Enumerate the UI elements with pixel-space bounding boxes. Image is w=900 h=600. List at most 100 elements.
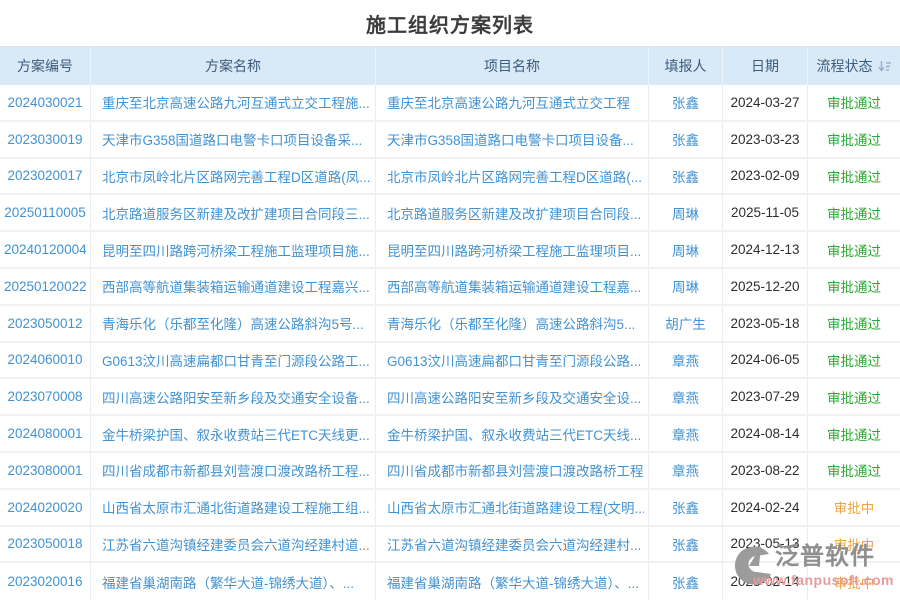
date-cell: 2024-02-24 [723,489,808,525]
date-cell: 2025-12-20 [723,268,808,304]
reporter-link[interactable]: 胡广生 [665,317,706,333]
project-name-link[interactable]: 昆明至四川路跨河桥梁工程施工监理项目... [387,243,642,259]
plan-code-link[interactable]: 2023050018 [7,536,83,552]
plan-code-link[interactable]: 2023070008 [7,389,83,405]
project-name-link[interactable]: G0613汶川高速扁都口甘青至门源段公路... [387,353,642,369]
table-row: 20250120022 西部高等航道集装箱运输通道建设工程嘉兴... 西部高等航… [0,268,900,306]
table-row: 20240120004 昆明至四川路跨河桥梁工程施工监理项目施... 昆明至四川… [0,232,900,269]
reporter-link[interactable]: 周琳 [672,280,699,296]
plan-name-link[interactable]: 金牛桥梁护国、叙永收费站三代ETC天线更... [102,427,370,443]
reporter-link[interactable]: 章燕 [672,427,699,443]
plan-name-link[interactable]: 四川高速公路阳安至新乡段及交通安全设备... [102,390,370,406]
plan-code-link[interactable]: 2023020016 [7,574,83,590]
project-name-link[interactable]: 北京路道服务区新建及改扩建项目合同段... [387,206,642,222]
table-row: 2023020016 福建省巢湖南路（繁华大道-锦绣大道）、... 福建省巢湖南… [0,563,900,600]
date-cell: 2023-02-14 [723,563,808,600]
status-badge: 审批通过 [827,96,881,112]
date-cell: 2024-08-14 [723,416,808,451]
status-badge: 审批通过 [827,427,881,443]
column-header-status-label: 流程状态 [816,58,873,74]
plan-name-link[interactable]: 山西省太原市汇通北街道路建设工程施工组... [102,501,370,517]
date-cell: 2023-02-09 [723,158,808,194]
column-header-project: 项目名称 [376,47,649,85]
plan-code-link[interactable]: 2024030021 [7,94,83,110]
project-name-link[interactable]: 山西省太原市汇通北街道路建设工程(文明... [387,501,644,517]
status-badge: 审批中 [833,575,875,591]
plan-name-link[interactable]: 重庆至北京高速公路九河互通式立交工程施... [102,96,370,112]
date-cell: 2023-03-23 [723,121,808,157]
project-name-link[interactable]: 江苏省六道沟镇经建委员会六道沟经建村... [387,537,642,553]
column-header-reporter: 填报人 [649,47,723,85]
table-row: 2024020020 山西省太原市汇通北街道路建设工程施工组... 山西省太原市… [0,489,900,527]
status-badge: 审批通过 [827,280,881,296]
date-cell: 2024-12-13 [723,232,808,267]
project-name-link[interactable]: 四川省成都市新都县刘营渡口渡改路桥工程 [387,464,644,480]
plan-code-link[interactable]: 2024060010 [7,352,83,368]
reporter-link[interactable]: 张鑫 [672,537,699,553]
date-cell: 2025-11-05 [723,195,808,231]
table-row: 2023070008 四川高速公路阳安至新乡段及交通安全设备... 四川高速公路… [0,379,900,417]
column-header-date: 日期 [723,47,808,85]
status-badge: 审批通过 [827,353,881,369]
project-name-link[interactable]: 金牛桥梁护国、叙永收费站三代ETC天线... [387,427,642,443]
plan-name-link[interactable]: 天津市G358国道路口电警卡口项目设备采... [102,133,363,149]
plan-code-link[interactable]: 2024080001 [7,426,83,442]
page-title: 施工组织方案列表 [366,14,534,37]
reporter-link[interactable]: 周琳 [672,206,699,222]
project-name-link[interactable]: 青海乐化（乐都至化隆）高速公路斜沟5... [387,317,636,333]
table-row: 2023050018 江苏省六道沟镇经建委员会六道沟经建村道... 江苏省六道沟… [0,526,900,564]
plan-name-link[interactable]: 青海乐化（乐都至化隆）高速公路斜沟5号... [102,317,364,333]
reporter-link[interactable]: 张鑫 [672,96,699,112]
date-cell: 2023-05-18 [723,305,808,341]
project-name-link[interactable]: 天津市G358国道路口电警卡口项目设备... [387,133,634,149]
date-cell: 2024-03-27 [723,85,808,120]
plan-name-link[interactable]: G0613汶川高速扁都口甘青至门源段公路工... [102,353,370,369]
reporter-link[interactable]: 章燕 [672,353,699,369]
plan-name-link[interactable]: 福建省巢湖南路（繁华大道-锦绣大道）、... [102,575,354,591]
table-row: 20250110005 北京路道服务区新建及改扩建项目合同段三... 北京路道服… [0,195,900,233]
status-badge: 审批通过 [827,390,881,406]
plan-code-link[interactable]: 20240120004 [4,242,86,258]
reporter-link[interactable]: 张鑫 [672,575,699,591]
reporter-link[interactable]: 周琳 [672,243,699,259]
plan-code-link[interactable]: 2023030019 [7,131,83,147]
project-name-link[interactable]: 四川高速公路阳安至新乡段及交通安全设... [387,390,642,406]
status-badge: 审批通过 [827,169,881,185]
plan-code-link[interactable]: 2023080001 [7,462,83,478]
plan-name-link[interactable]: 江苏省六道沟镇经建委员会六道沟经建村道... [102,537,370,553]
plan-name-link[interactable]: 四川省成都市新都县刘营渡口渡改路桥工程... [102,464,370,480]
sort-descending-icon[interactable] [877,60,892,73]
project-name-link[interactable]: 福建省巢湖南路（繁华大道-锦绣大道）、... [387,575,639,591]
plan-code-link[interactable]: 2023050012 [7,315,83,331]
status-badge: 审批中 [833,537,875,553]
plan-name-link[interactable]: 北京路道服务区新建及改扩建项目合同段三... [102,206,370,222]
plan-code-link[interactable]: 2024020020 [7,499,83,515]
plan-name-link[interactable]: 昆明至四川路跨河桥梁工程施工监理项目施... [102,243,370,259]
table-row: 2023030019 天津市G358国道路口电警卡口项目设备采... 天津市G3… [0,121,900,159]
project-name-link[interactable]: 重庆至北京高速公路九河互通式立交工程 [387,96,630,112]
reporter-link[interactable]: 张鑫 [672,133,699,149]
plan-name-link[interactable]: 西部高等航道集装箱运输通道建设工程嘉兴... [102,280,370,296]
project-name-link[interactable]: 北京市凤岭北片区路网完善工程D区道路(... [387,169,642,185]
status-badge: 审批通过 [827,243,881,259]
table-row: 2023020017 北京市凤岭北片区路网完善工程D区道路(凤... 北京市凤岭… [0,158,900,196]
date-cell: 2023-08-22 [723,452,808,488]
date-cell: 2024-06-05 [723,342,808,378]
plan-code-link[interactable]: 20250110005 [4,205,86,221]
table-header-row: 方案编号 方案名称 项目名称 填报人 日期 流程状态 [0,47,900,85]
reporter-link[interactable]: 章燕 [672,390,699,406]
table-row: 2024080001 金牛桥梁护国、叙永收费站三代ETC天线更... 金牛桥梁护… [0,416,900,453]
plan-code-link[interactable]: 20250120022 [4,278,86,294]
table-row: 2024060010 G0613汶川高速扁都口甘青至门源段公路工... G061… [0,342,900,380]
project-name-link[interactable]: 西部高等航道集装箱运输通道建设工程嘉... [387,280,642,296]
column-header-code: 方案编号 [0,47,91,85]
plan-name-link[interactable]: 北京市凤岭北片区路网完善工程D区道路(凤... [102,169,371,185]
reporter-link[interactable]: 张鑫 [672,169,699,185]
plan-code-link[interactable]: 2023020017 [7,168,83,184]
reporter-link[interactable]: 章燕 [672,464,699,480]
status-badge: 审批通过 [827,206,881,222]
status-badge: 审批通过 [827,133,881,149]
column-header-plan: 方案名称 [91,47,376,85]
reporter-link[interactable]: 张鑫 [672,501,699,517]
